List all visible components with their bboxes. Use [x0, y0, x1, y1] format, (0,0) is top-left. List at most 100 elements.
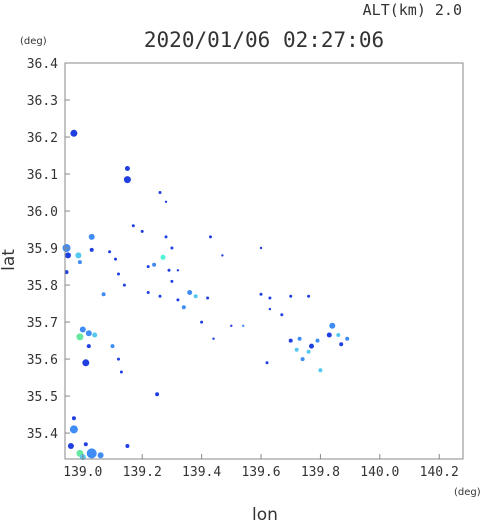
data-point	[86, 448, 97, 459]
data-point	[259, 292, 263, 296]
data-point	[108, 250, 112, 254]
data-point	[146, 265, 150, 269]
data-point	[339, 342, 344, 347]
data-point	[309, 343, 314, 349]
y-tick-label: 36.1	[27, 168, 58, 183]
data-point	[76, 333, 84, 341]
data-point	[83, 442, 88, 447]
plot-frame	[64, 62, 464, 460]
data-point	[212, 337, 215, 340]
data-point	[230, 324, 233, 327]
data-point	[167, 268, 171, 272]
data-point	[101, 292, 106, 297]
data-point	[206, 296, 210, 300]
data-point	[97, 452, 104, 459]
data-point	[306, 349, 311, 354]
data-point	[315, 338, 320, 343]
x-tick-label: 140.0	[360, 465, 399, 480]
x-tick-label: 139.4	[182, 465, 221, 480]
y-axis-ticks: 35.4 35.5 35.6 35.7 35.8 35.9 36.0 36.1 36.2 36.3…	[27, 57, 70, 442]
data-point	[75, 252, 82, 259]
data-point	[326, 332, 332, 338]
data-point	[164, 235, 168, 239]
data-point	[259, 246, 263, 250]
data-point	[69, 425, 78, 434]
data-point	[122, 283, 126, 287]
data-point	[158, 294, 162, 298]
data-point	[79, 326, 86, 333]
data-point	[85, 330, 92, 337]
data-point	[70, 129, 78, 137]
data-points	[62, 129, 350, 461]
y-tick-label: 35.5	[27, 390, 58, 405]
data-point	[125, 444, 130, 448]
data-point	[170, 246, 174, 250]
x-tick-label: 139.8	[301, 465, 340, 480]
data-point	[176, 269, 180, 272]
data-point	[268, 307, 272, 311]
data-point	[318, 368, 323, 373]
data-point	[307, 294, 311, 298]
data-point	[288, 338, 293, 343]
data-point	[140, 229, 144, 233]
data-point	[131, 224, 135, 228]
data-point	[71, 416, 76, 421]
data-point	[300, 357, 305, 362]
data-point	[119, 370, 123, 374]
data-point	[77, 260, 82, 265]
data-point	[160, 254, 166, 260]
data-point	[158, 191, 162, 194]
x-tick-label: 140.2	[420, 465, 459, 480]
x-unit-label: (deg)	[454, 487, 481, 498]
data-point	[268, 296, 272, 300]
x-axis-ticks: 139.0 139.2 139.4 139.6 139.8 140.0 140.2	[63, 454, 459, 480]
y-tick-label: 36.4	[27, 57, 58, 72]
data-point	[176, 298, 180, 302]
x-tick-label: 139.0	[63, 465, 102, 480]
data-point	[193, 294, 198, 299]
y-tick-label: 36.3	[27, 94, 58, 109]
data-point	[345, 336, 350, 341]
data-point	[86, 344, 91, 349]
data-point	[200, 320, 204, 324]
data-point	[117, 357, 120, 361]
y-tick-label: 36.0	[27, 205, 58, 220]
y-axis-title: lat	[0, 249, 19, 271]
data-point	[124, 166, 130, 171]
data-point	[265, 361, 269, 365]
data-point	[280, 313, 284, 317]
data-point	[117, 272, 120, 276]
y-tick-label: 35.6	[27, 353, 58, 368]
data-point	[221, 254, 224, 257]
data-point	[297, 336, 302, 341]
data-point	[242, 324, 245, 327]
data-point	[65, 252, 71, 259]
y-tick-label: 35.4	[27, 427, 58, 442]
data-point	[114, 257, 117, 261]
data-point	[152, 262, 157, 267]
y-unit-label: (deg)	[20, 36, 47, 47]
y-tick-label: 35.7	[27, 316, 58, 331]
data-point	[181, 305, 186, 310]
chart-title-datetime: 2020/01/06 02:27:06	[144, 28, 384, 52]
data-point	[88, 233, 95, 240]
x-tick-label: 139.6	[241, 465, 280, 480]
y-tick-label: 35.9	[27, 242, 58, 257]
data-point	[164, 200, 168, 203]
data-point	[92, 332, 98, 338]
y-tick-label: 36.2	[27, 131, 58, 146]
data-point	[336, 333, 341, 337]
y-tick-label: 35.8	[27, 279, 58, 294]
x-tick-label: 139.2	[123, 465, 162, 480]
altitude-label: ALT(km) 2.0	[363, 1, 462, 19]
data-point	[294, 347, 299, 352]
data-point	[187, 290, 193, 295]
data-point	[155, 392, 160, 397]
data-point	[89, 247, 94, 252]
data-point	[209, 235, 212, 239]
x-axis-title: lon	[252, 505, 278, 521]
data-point	[82, 359, 90, 367]
data-point	[289, 294, 293, 298]
data-point	[123, 176, 131, 184]
